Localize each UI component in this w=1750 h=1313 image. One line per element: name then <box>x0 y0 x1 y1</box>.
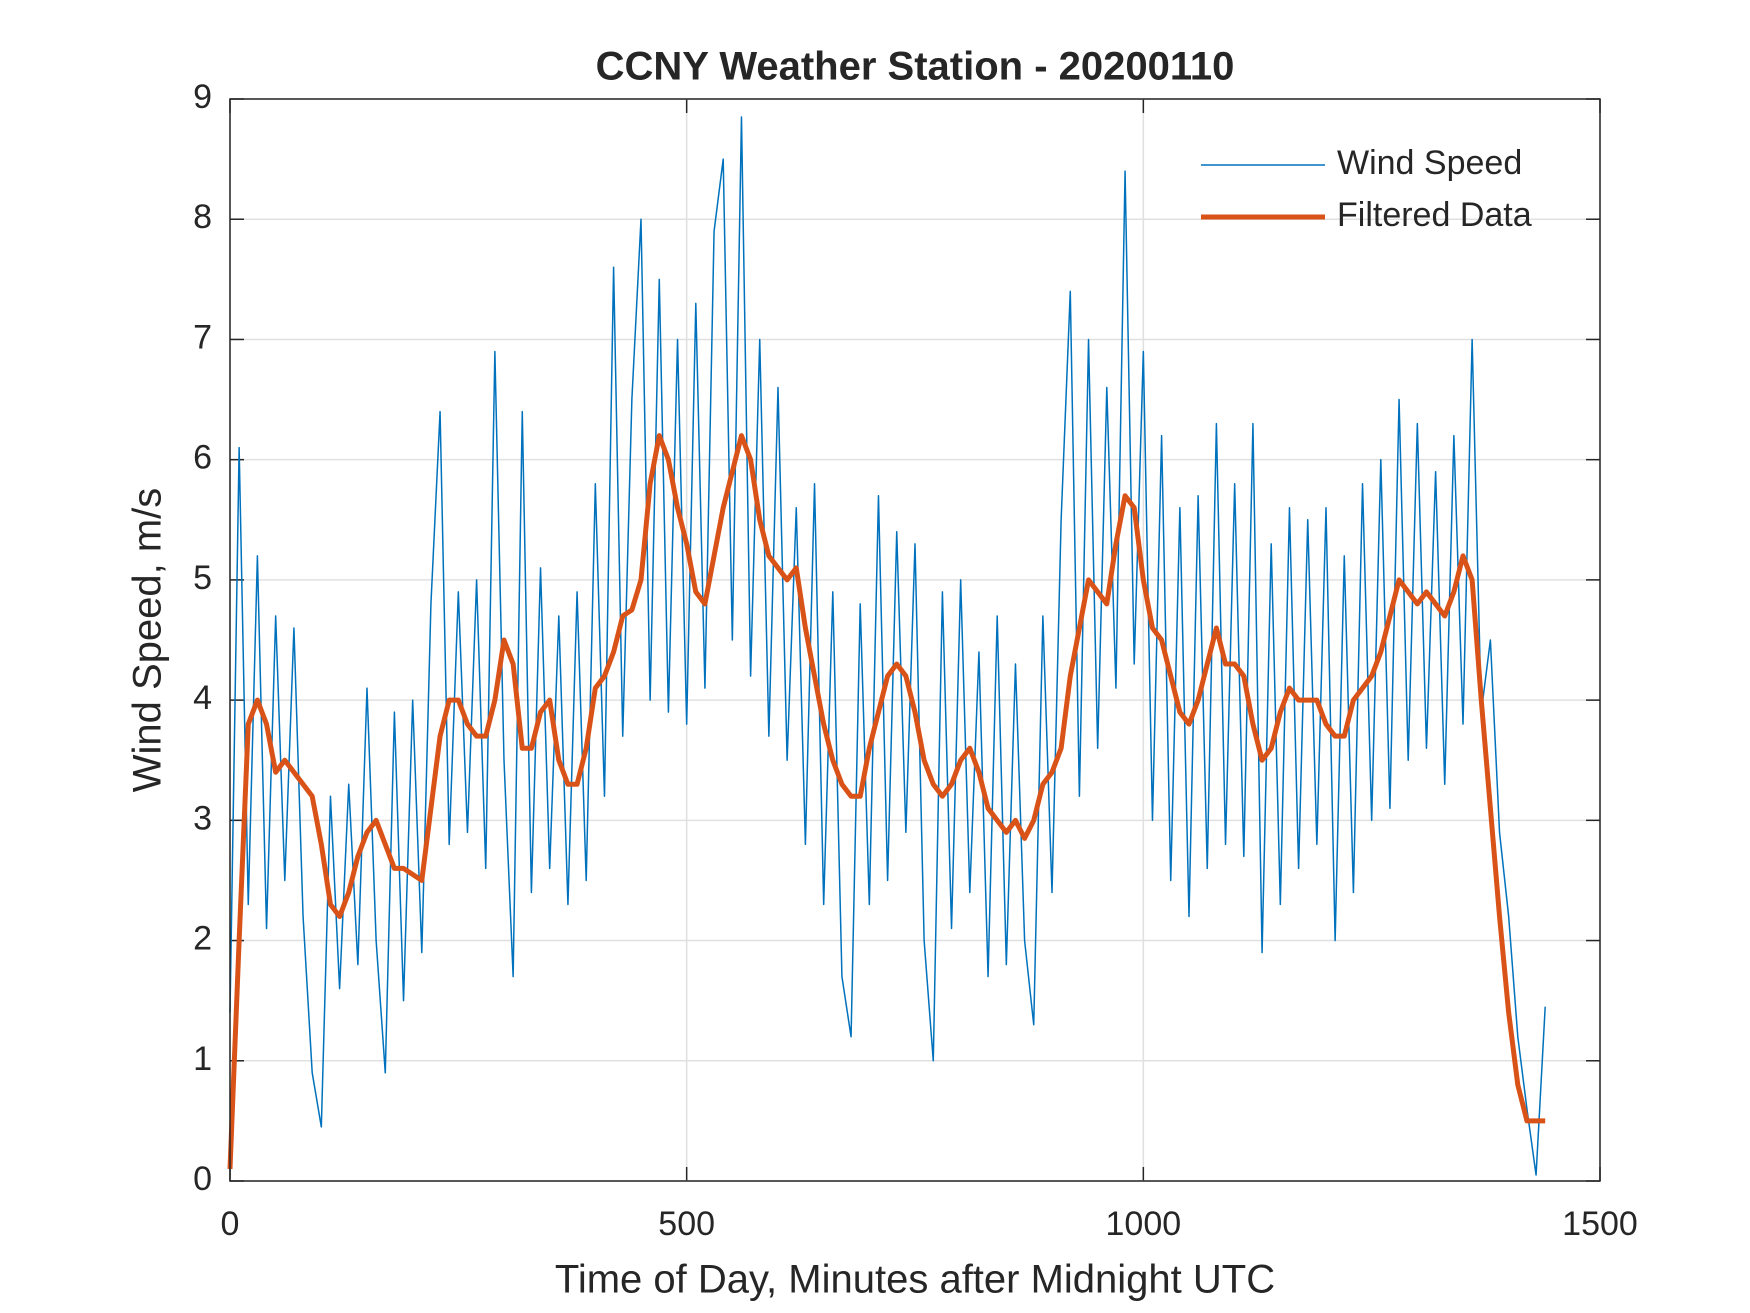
y-tick-label: 7 <box>193 318 212 356</box>
y-tick-label: 8 <box>193 198 212 236</box>
x-tick-label: 500 <box>658 1205 715 1243</box>
x-tick-label: 1000 <box>1106 1205 1182 1243</box>
x-axis-label: Time of Day, Minutes after Midnight UTC <box>555 1258 1275 1302</box>
y-tick-label: 9 <box>193 78 212 116</box>
y-tick-label: 3 <box>193 799 212 837</box>
legend-label: Wind Speed <box>1337 144 1522 182</box>
y-tick-label: 5 <box>193 559 212 597</box>
data-line <box>229 116 1546 1176</box>
y-tick-label: 6 <box>193 439 212 477</box>
y-axis-label: Wind Speed, m/s <box>126 488 170 793</box>
y-tick-label: 1 <box>193 1040 212 1078</box>
x-tick-label: 1500 <box>1562 1205 1638 1243</box>
x-tick-label: 0 <box>221 1205 240 1243</box>
data-line <box>227 433 1546 1170</box>
chart-title: CCNY Weather Station - 20200110 <box>596 45 1235 89</box>
y-tick-label: 4 <box>193 679 212 717</box>
legend-label: Filtered Data <box>1337 196 1532 234</box>
y-tick-label: 2 <box>193 920 212 958</box>
plot-frame <box>229 98 1601 1182</box>
y-tick-label: 0 <box>193 1160 212 1198</box>
